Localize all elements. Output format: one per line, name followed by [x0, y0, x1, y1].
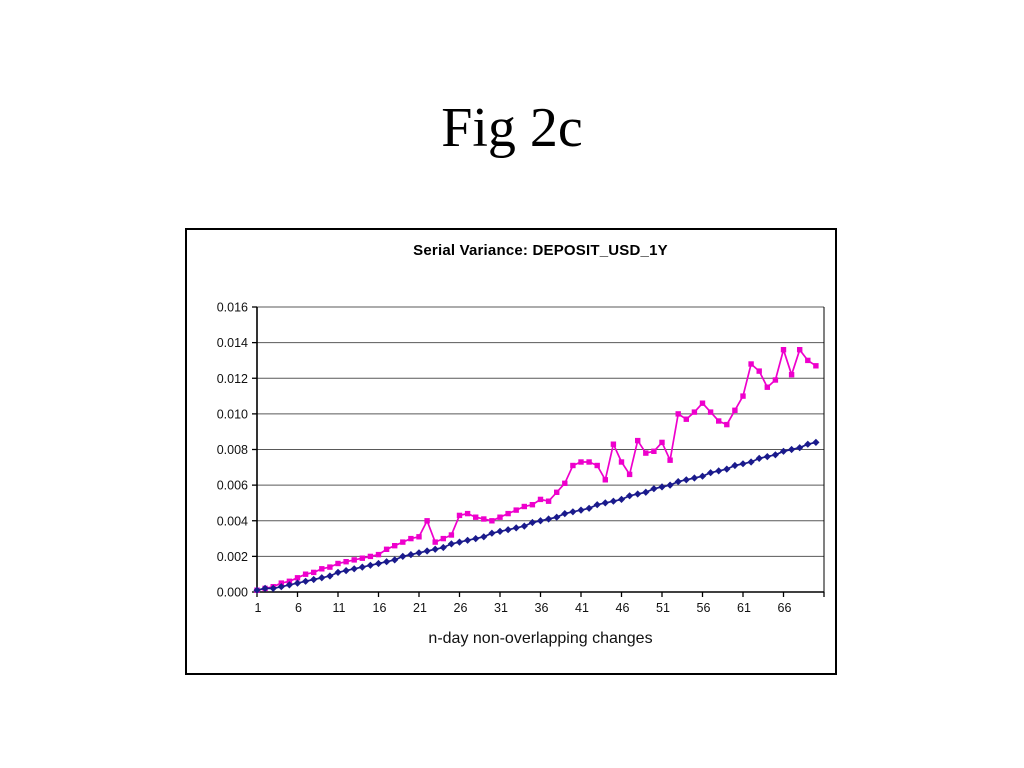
gridlines: [257, 306, 824, 557]
svg-text:0.010: 0.010: [217, 407, 248, 421]
svg-text:26: 26: [454, 601, 468, 615]
svg-text:1: 1: [255, 601, 262, 615]
svg-text:6: 6: [295, 601, 302, 615]
svg-text:41: 41: [575, 601, 589, 615]
svg-text:46: 46: [616, 601, 630, 615]
svg-text:0.012: 0.012: [217, 372, 248, 386]
plot-border: [256, 307, 825, 593]
chart-frame: 0.000 0.002 0.004 0.006 0.008 0.010 0.012 0.014…: [185, 228, 837, 675]
svg-text:51: 51: [656, 601, 670, 615]
svg-text:16: 16: [373, 601, 387, 615]
svg-text:56: 56: [697, 601, 711, 615]
svg-text:36: 36: [535, 601, 549, 615]
y-axis: 0.000 0.002 0.004 0.006 0.008 0.010 0.012 0.014…: [217, 301, 257, 600]
series-1-magenta-squares: [254, 346, 819, 593]
svg-text:0.006: 0.006: [217, 479, 248, 493]
svg-text:0.002: 0.002: [217, 550, 248, 564]
svg-text:61: 61: [737, 601, 751, 615]
svg-text:31: 31: [494, 601, 508, 615]
svg-text:66: 66: [778, 601, 792, 615]
slide-title: Fig 2c: [441, 97, 583, 159]
chart-canvas: 0.000 0.002 0.004 0.006 0.008 0.010 0.012 0.014…: [217, 301, 825, 615]
svg-text:11: 11: [333, 601, 346, 615]
chart-title: Serial Variance: DEPOSIT_USD_1Y: [413, 242, 668, 259]
series-2-navy-diamonds: [253, 438, 820, 594]
svg-text:0.008: 0.008: [217, 443, 248, 457]
svg-text:0.000: 0.000: [217, 586, 248, 600]
x-axis: 1 6 11 16 21 26 31 36 41 46 51 56 61 66: [255, 592, 825, 615]
svg-text:0.014: 0.014: [217, 336, 248, 350]
svg-text:0.004: 0.004: [217, 514, 248, 528]
x-axis-title: n-day non-overlapping changes: [428, 630, 653, 647]
svg-text:0.016: 0.016: [217, 301, 248, 315]
svg-text:21: 21: [413, 601, 427, 615]
